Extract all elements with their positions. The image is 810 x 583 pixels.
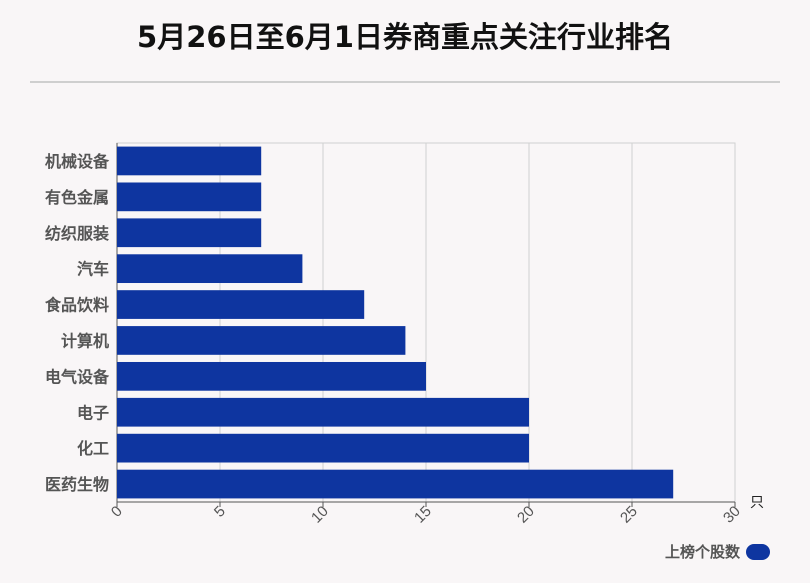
- chart-title: 5月26日至6月1日券商重点关注行业排名: [137, 20, 673, 54]
- y-category-label: 有色金属: [45, 188, 109, 207]
- x-tick-label: 15: [411, 503, 435, 527]
- y-category-label: 电子: [77, 403, 109, 422]
- y-category-label: 电气设备: [45, 367, 110, 386]
- y-category-label: 计算机: [61, 331, 109, 350]
- chart-legend[interactable]: 上榜个股数: [665, 541, 770, 562]
- bar: [117, 182, 262, 212]
- bar: [117, 397, 529, 427]
- legend-label: 上榜个股数: [664, 543, 740, 561]
- x-tick-label: 30: [720, 503, 744, 527]
- bar: [117, 254, 303, 284]
- x-tick-label: 25: [617, 503, 641, 527]
- bar: [117, 218, 262, 248]
- bar: [117, 469, 674, 499]
- bar: [117, 361, 426, 391]
- y-category-label: 化工: [77, 439, 109, 458]
- y-category-label: 纺织服装: [45, 224, 109, 243]
- bar: [117, 146, 262, 176]
- y-category-label: 汽车: [77, 260, 109, 279]
- x-tick-label: 10: [308, 503, 332, 527]
- title-divider: [30, 81, 780, 83]
- legend-swatch: [746, 543, 770, 560]
- bar: [117, 290, 365, 319]
- y-category-label: 医药生物: [45, 475, 109, 494]
- bar: [117, 433, 529, 463]
- y-category-label: 机械设备: [45, 152, 110, 171]
- x-tick-label: 20: [514, 503, 538, 527]
- y-category-label: 食品饮料: [44, 296, 109, 315]
- bar: [117, 326, 406, 355]
- x-axis-unit: 只: [750, 495, 764, 511]
